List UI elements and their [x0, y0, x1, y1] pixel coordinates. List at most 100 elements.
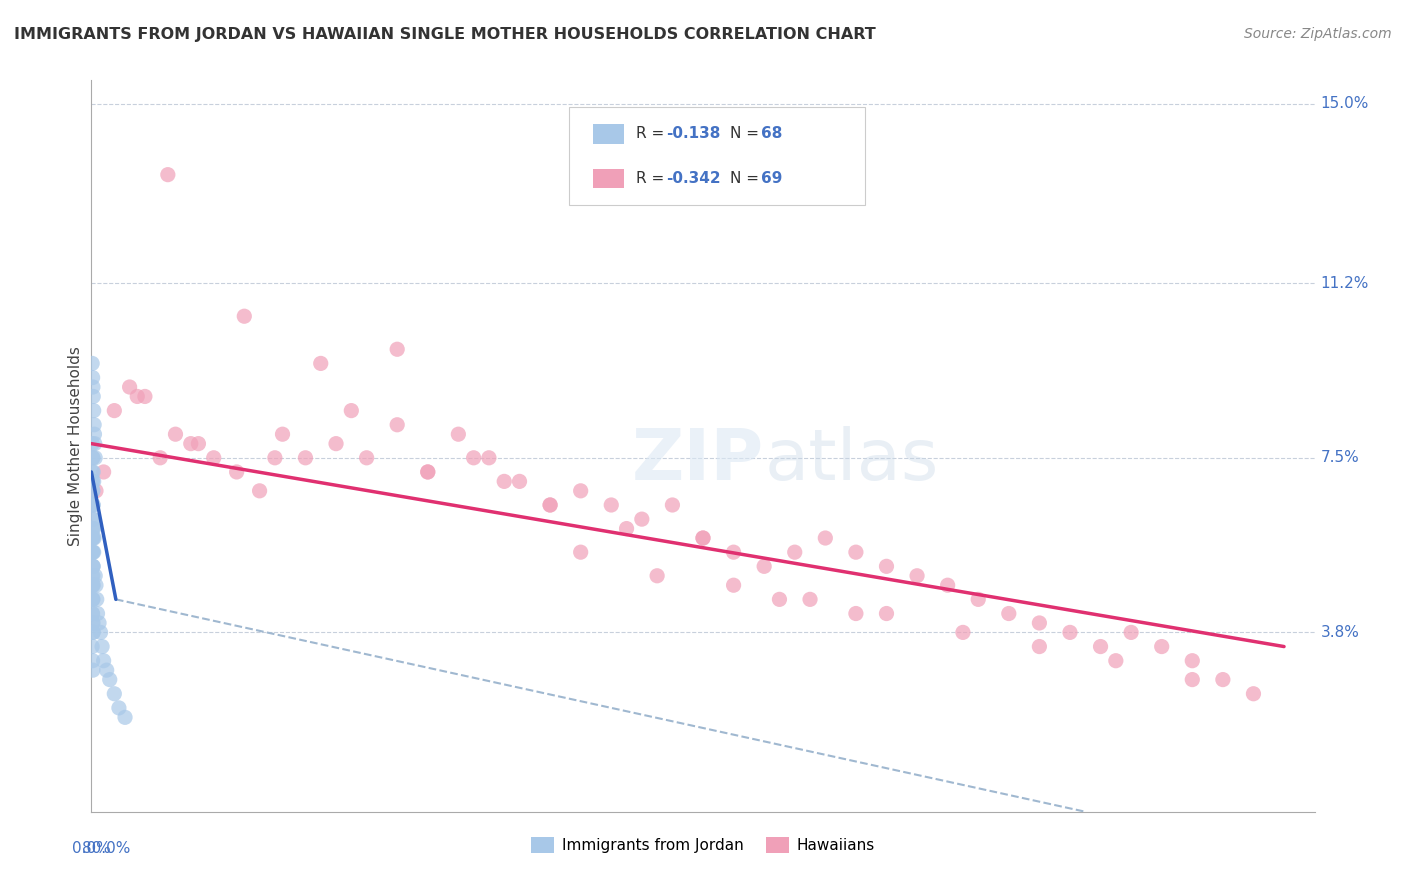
- Point: [1181, 654, 1204, 668]
- Point: [82, 475, 104, 489]
- Text: 3.8%: 3.8%: [1320, 625, 1360, 640]
- Point: [82, 559, 104, 574]
- Point: [127, 389, 149, 403]
- Point: [783, 545, 806, 559]
- Point: [83, 436, 105, 450]
- Point: [82, 592, 104, 607]
- Point: [82, 663, 104, 677]
- Point: [103, 687, 125, 701]
- Point: [1121, 625, 1143, 640]
- Text: N =: N =: [730, 171, 763, 186]
- Point: [1212, 673, 1234, 687]
- Point: [134, 389, 156, 403]
- Point: [82, 607, 104, 621]
- Point: [82, 615, 104, 630]
- Point: [356, 450, 378, 465]
- Point: [82, 654, 104, 668]
- Point: [82, 498, 104, 512]
- Point: [82, 389, 104, 403]
- Point: [271, 427, 294, 442]
- Point: [83, 531, 105, 545]
- Point: [875, 607, 898, 621]
- Point: [82, 531, 104, 545]
- Point: [93, 465, 115, 479]
- Point: [1090, 640, 1112, 654]
- Point: [86, 592, 108, 607]
- Point: [108, 701, 131, 715]
- Point: [82, 370, 104, 384]
- Point: [463, 450, 485, 465]
- Point: [905, 568, 928, 582]
- Point: [82, 531, 104, 545]
- Text: N =: N =: [730, 127, 763, 141]
- Point: [82, 356, 104, 370]
- Point: [875, 559, 898, 574]
- Point: [82, 531, 104, 545]
- Point: [692, 531, 714, 545]
- Point: [645, 568, 668, 582]
- Point: [754, 559, 776, 574]
- Point: [478, 450, 501, 465]
- Point: [82, 640, 104, 654]
- Point: [187, 436, 209, 450]
- Point: [156, 168, 179, 182]
- Point: [1028, 615, 1050, 630]
- Text: -0.138: -0.138: [666, 127, 721, 141]
- Point: [87, 615, 110, 630]
- Point: [447, 427, 470, 442]
- Point: [103, 403, 125, 417]
- Point: [967, 592, 990, 607]
- Point: [233, 310, 256, 324]
- Point: [82, 450, 104, 465]
- Point: [82, 625, 104, 640]
- Point: [82, 568, 104, 582]
- Point: [416, 465, 439, 479]
- Point: [998, 607, 1021, 621]
- Point: [385, 417, 409, 432]
- Point: [82, 465, 104, 479]
- Point: [83, 417, 105, 432]
- Point: [1105, 654, 1128, 668]
- Text: IMMIGRANTS FROM JORDAN VS HAWAIIAN SINGLE MOTHER HOUSEHOLDS CORRELATION CHART: IMMIGRANTS FROM JORDAN VS HAWAIIAN SINGL…: [14, 27, 876, 42]
- Point: [83, 522, 105, 536]
- Point: [82, 578, 104, 592]
- Point: [83, 475, 105, 489]
- Point: [723, 578, 745, 592]
- Point: [661, 498, 683, 512]
- Point: [845, 607, 868, 621]
- Text: -0.342: -0.342: [666, 171, 721, 186]
- Point: [82, 615, 104, 630]
- Point: [82, 498, 104, 512]
- Point: [799, 592, 821, 607]
- Point: [82, 380, 104, 394]
- Point: [82, 545, 104, 559]
- Point: [86, 607, 108, 621]
- Text: atlas: atlas: [765, 426, 939, 495]
- Point: [82, 559, 104, 574]
- Point: [114, 710, 136, 724]
- Point: [1243, 687, 1265, 701]
- Point: [82, 475, 104, 489]
- Point: [82, 522, 104, 536]
- Text: 7.5%: 7.5%: [1320, 450, 1360, 466]
- Point: [225, 465, 247, 479]
- Point: [325, 436, 347, 450]
- Point: [845, 545, 868, 559]
- Point: [82, 465, 104, 479]
- Point: [91, 640, 114, 654]
- Text: R =: R =: [636, 127, 669, 141]
- Point: [1181, 673, 1204, 687]
- Point: [180, 436, 202, 450]
- Point: [952, 625, 974, 640]
- Point: [82, 498, 104, 512]
- Point: [83, 403, 105, 417]
- Point: [84, 568, 107, 582]
- Text: R =: R =: [636, 171, 669, 186]
- Point: [202, 450, 225, 465]
- Point: [84, 450, 107, 465]
- Point: [264, 450, 287, 465]
- Text: 0.0%: 0.0%: [72, 841, 111, 856]
- Point: [82, 625, 104, 640]
- Point: [723, 545, 745, 559]
- Text: 80.0%: 80.0%: [83, 841, 131, 856]
